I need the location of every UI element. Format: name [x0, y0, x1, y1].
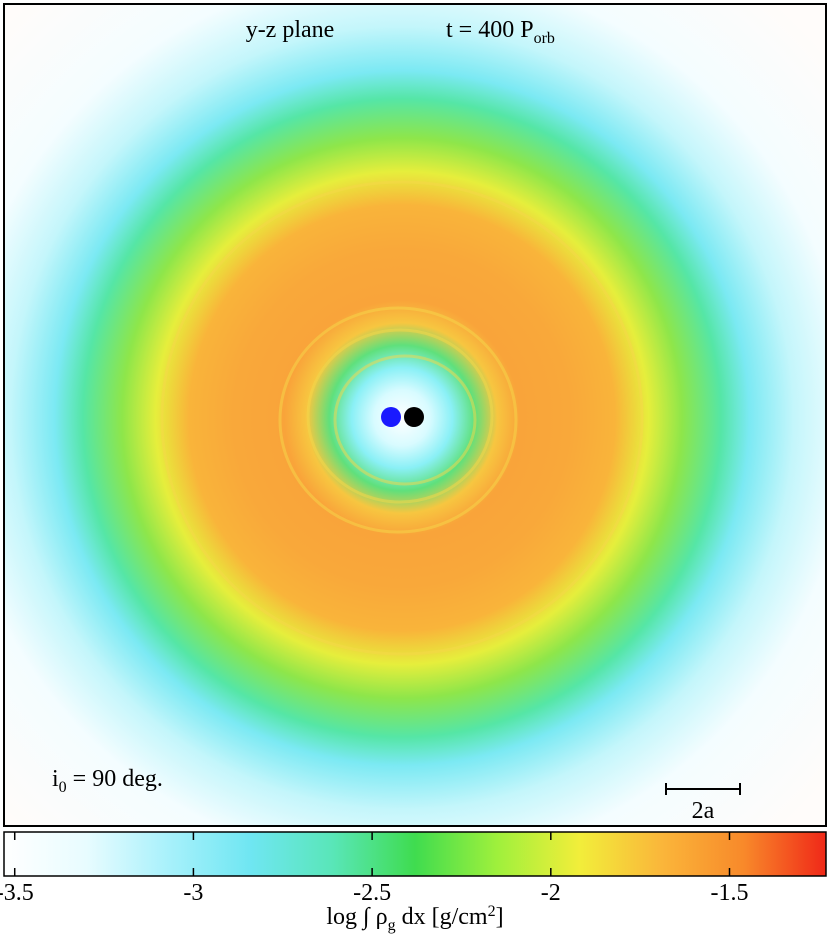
- cbar-label-sup: 2: [488, 903, 496, 920]
- colorbar-label: log ∫ ρg dx [g/cm2]: [326, 903, 503, 934]
- cbar-label-mid: dx [g/cm: [396, 904, 488, 930]
- time-label: t = 400 Porb: [446, 17, 555, 47]
- star-2: [404, 407, 424, 427]
- colorbar-tick-label: -1.5: [711, 880, 749, 906]
- cbar-label-sub: g: [388, 917, 396, 934]
- colorbar-tick-label: -3.5: [0, 880, 34, 906]
- incl-sub: 0: [59, 779, 67, 796]
- star-1: [381, 407, 401, 427]
- time-sub: orb: [534, 30, 555, 47]
- colorbar-tick-label: -3: [183, 880, 203, 906]
- inclination-label: i0 = 90 deg.: [52, 766, 163, 796]
- scale-bar-label: 2a: [692, 798, 715, 824]
- colorbar: [3, 831, 827, 877]
- incl-rest: = 90 deg.: [67, 766, 163, 792]
- panel-frame: [3, 3, 827, 827]
- spiral-rings: [160, 180, 644, 656]
- scale-bar: [665, 783, 741, 795]
- cbar-label-pre: log ∫ ρ: [326, 904, 387, 931]
- incl-main: i: [52, 766, 59, 792]
- cbar-label-post: ]: [496, 904, 504, 930]
- colorbar-tick-label: -2.5: [353, 880, 391, 906]
- time-main: t = 400 P: [446, 17, 534, 43]
- panel-title: y-z plane: [246, 17, 335, 43]
- colorbar-tick-label: -2: [541, 880, 561, 906]
